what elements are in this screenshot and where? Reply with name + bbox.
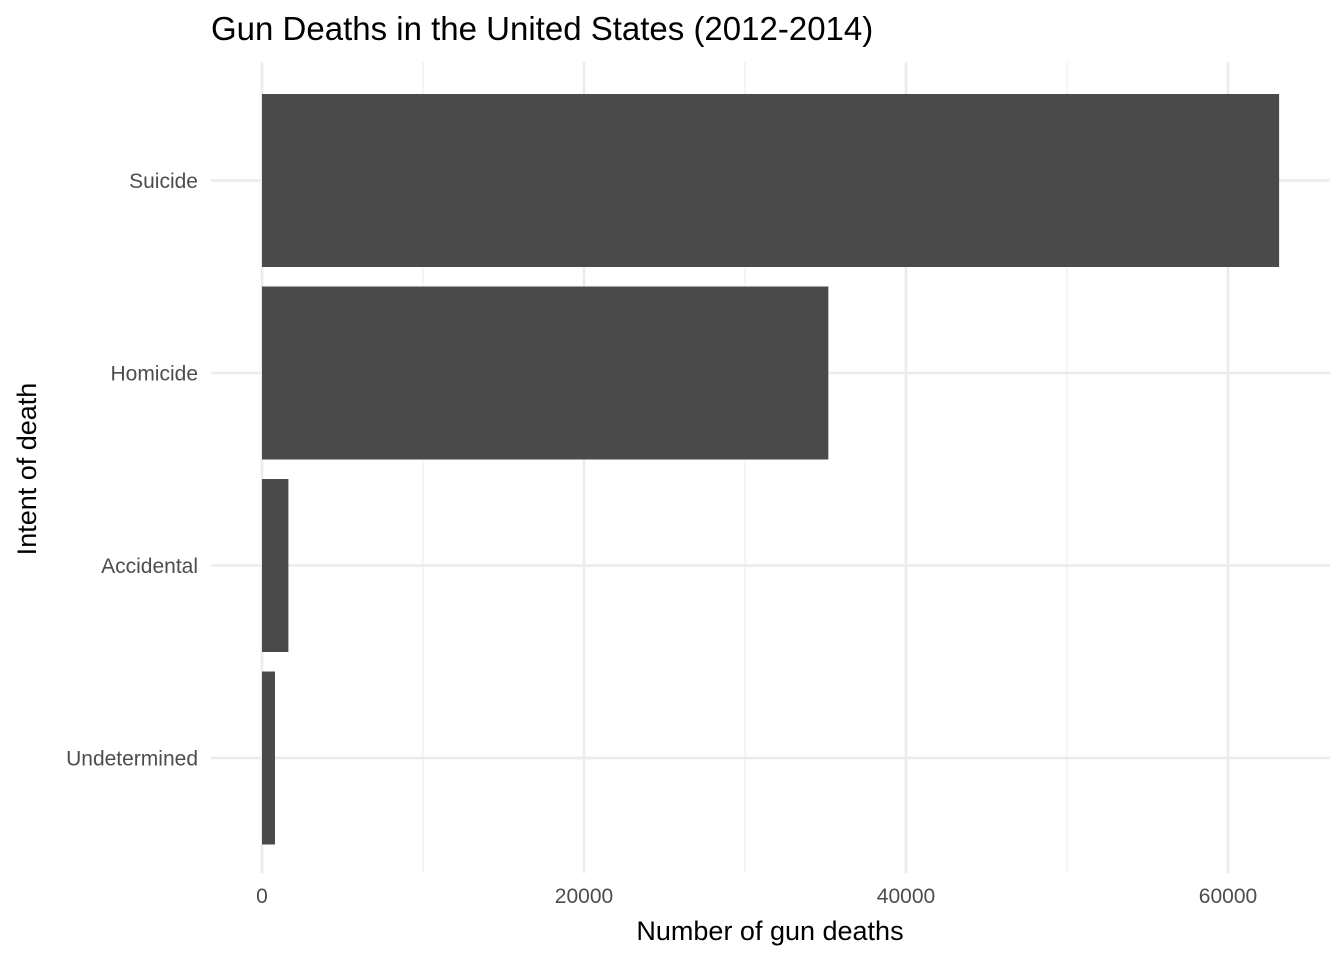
x-tick-label: 60000 <box>1199 885 1257 908</box>
bars <box>262 94 1280 845</box>
x-tick-label: 20000 <box>555 885 613 908</box>
y-tick-label: Homicide <box>110 363 198 386</box>
y-axis-title: Intent of death <box>12 383 42 556</box>
y-tick-label: Undetermined <box>66 748 198 771</box>
x-tick-label: 40000 <box>877 885 935 908</box>
x-axis-ticks: 0 20000 40000 60000 <box>256 885 1257 908</box>
y-tick-label: Suicide <box>129 170 198 193</box>
y-tick-label: Accidental <box>101 555 198 578</box>
bar-accidental <box>262 479 289 652</box>
y-axis-ticks: Suicide Homicide Accidental Undetermined <box>66 170 198 771</box>
bar-undetermined <box>262 671 275 845</box>
x-tick-label: 0 <box>256 885 268 908</box>
x-axis-title: Number of gun deaths <box>636 916 903 946</box>
bar-homicide <box>262 286 829 460</box>
bar-suicide <box>262 94 1280 267</box>
chart-title: Gun Deaths in the United States (2012-20… <box>211 10 873 47</box>
